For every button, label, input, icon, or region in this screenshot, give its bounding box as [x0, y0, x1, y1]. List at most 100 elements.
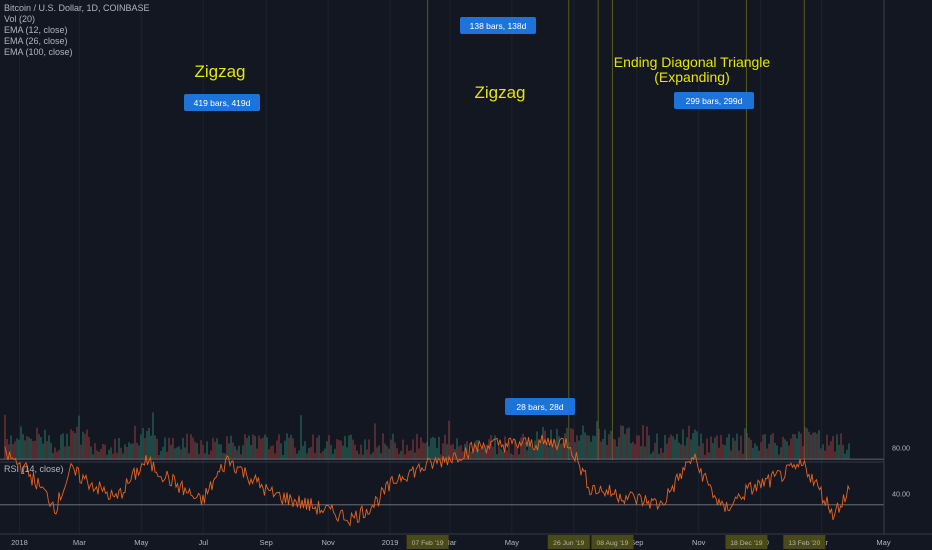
volume-bar — [826, 434, 828, 459]
volume-bar — [586, 435, 588, 459]
range-box-label: Zigzag — [474, 83, 525, 102]
volume-bar — [790, 438, 792, 459]
volume-bar — [340, 440, 342, 459]
volume-bar — [502, 451, 504, 459]
volume-bar — [756, 445, 758, 459]
volume-bar — [352, 439, 354, 459]
volume-bar — [560, 443, 562, 459]
volume-bar — [724, 445, 726, 459]
volume-bar — [22, 434, 24, 459]
volume-bar — [600, 441, 602, 459]
volume-bar — [746, 433, 748, 459]
volume-bar — [300, 415, 302, 459]
volume-bar — [622, 425, 624, 459]
time-axis[interactable]: 2018MarMayJulSepNov2019MarMayJulSepNov20… — [0, 533, 932, 550]
volume-bar — [580, 434, 582, 459]
volume-bar — [592, 435, 594, 459]
volume-bar — [190, 434, 192, 459]
volume-bar — [278, 434, 280, 459]
volume-bar — [362, 454, 364, 459]
volume-bar — [738, 450, 740, 459]
volume-bar — [782, 436, 784, 459]
volume-bar — [620, 425, 622, 459]
legend-symbol[interactable]: Bitcoin / U.S. Dollar, 1D, COINBASE — [4, 3, 150, 13]
volume-bar — [58, 449, 60, 459]
volume-bar — [404, 454, 406, 459]
legend-rsi[interactable]: RSI (14, close) — [4, 464, 64, 474]
volume-bar — [390, 439, 392, 459]
volume-bar — [714, 437, 716, 459]
volume-bar — [432, 436, 434, 459]
volume-bar — [726, 437, 728, 459]
volume-bar — [656, 433, 658, 459]
range-badge-text: 138 bars, 138d — [470, 21, 527, 31]
volume-bar — [48, 435, 50, 459]
volume-bar — [282, 454, 284, 459]
volume-bar — [206, 441, 208, 459]
volume-bar — [830, 441, 832, 459]
volume-bar — [834, 451, 836, 459]
volume-bar — [590, 441, 592, 459]
price-axis[interactable]: 21000.00020000.00019000.00018000.0001700… — [883, 0, 932, 550]
price-axis-bg — [884, 0, 932, 550]
volume-bar — [832, 436, 834, 459]
range-badge — [674, 92, 754, 109]
volume-bar — [444, 434, 446, 459]
volume-bar — [632, 441, 634, 459]
volume-bar — [842, 444, 844, 459]
time-tick: Mar — [444, 538, 457, 547]
volume-bar — [30, 438, 32, 459]
volume-bar — [446, 444, 448, 459]
volume-bar — [668, 437, 670, 459]
legend-ema100[interactable]: EMA (100, close) — [4, 47, 73, 57]
volume-bar — [60, 434, 62, 459]
volume-bar — [706, 438, 708, 459]
time-tick: May — [876, 538, 890, 547]
volume-bar — [78, 415, 80, 459]
volume-bar — [736, 433, 738, 459]
volume-bar — [758, 450, 760, 459]
volume-bar — [142, 427, 144, 459]
range-badge — [505, 398, 575, 415]
volume-bar — [480, 447, 482, 459]
volume-bar — [348, 435, 350, 459]
range-badge — [184, 94, 260, 111]
volume-bar — [298, 450, 300, 459]
volume-bar — [510, 453, 512, 459]
volume-bar — [286, 433, 288, 459]
volume-bar — [8, 444, 10, 459]
volume-bar — [520, 437, 522, 459]
legend-vol[interactable]: Vol (20) — [4, 14, 36, 24]
volume-bar — [516, 446, 518, 459]
volume-bar — [84, 433, 86, 459]
volume-bar — [730, 450, 732, 459]
legend-ema26[interactable]: EMA (26, close) — [4, 36, 68, 46]
volume-bar — [94, 443, 96, 459]
volume-bar — [38, 434, 40, 459]
volume-bar — [86, 429, 88, 459]
legend-ema12[interactable]: EMA (12, close) — [4, 25, 68, 35]
volume-bar — [604, 429, 606, 459]
volume-bar — [522, 433, 524, 459]
volume-bar — [536, 431, 538, 459]
volume-bar — [56, 451, 58, 459]
volume-bar — [106, 454, 108, 459]
volume-bar — [226, 436, 228, 459]
volume-bar — [268, 449, 270, 459]
volume-bar — [690, 439, 692, 459]
volume-bar — [148, 427, 150, 459]
volume-bar — [244, 434, 246, 459]
volume-bar — [248, 435, 250, 459]
volume-bar — [548, 446, 550, 459]
volume-bar — [474, 441, 476, 459]
volume-bar — [534, 440, 536, 459]
volume-bar — [558, 436, 560, 459]
volume-bar — [702, 443, 704, 459]
volume-bar — [224, 453, 226, 459]
volume-bar — [104, 444, 106, 459]
volume-bar — [132, 443, 134, 459]
volume-bar — [652, 451, 654, 459]
volume-bar — [462, 451, 464, 459]
volume-bar — [676, 433, 678, 459]
